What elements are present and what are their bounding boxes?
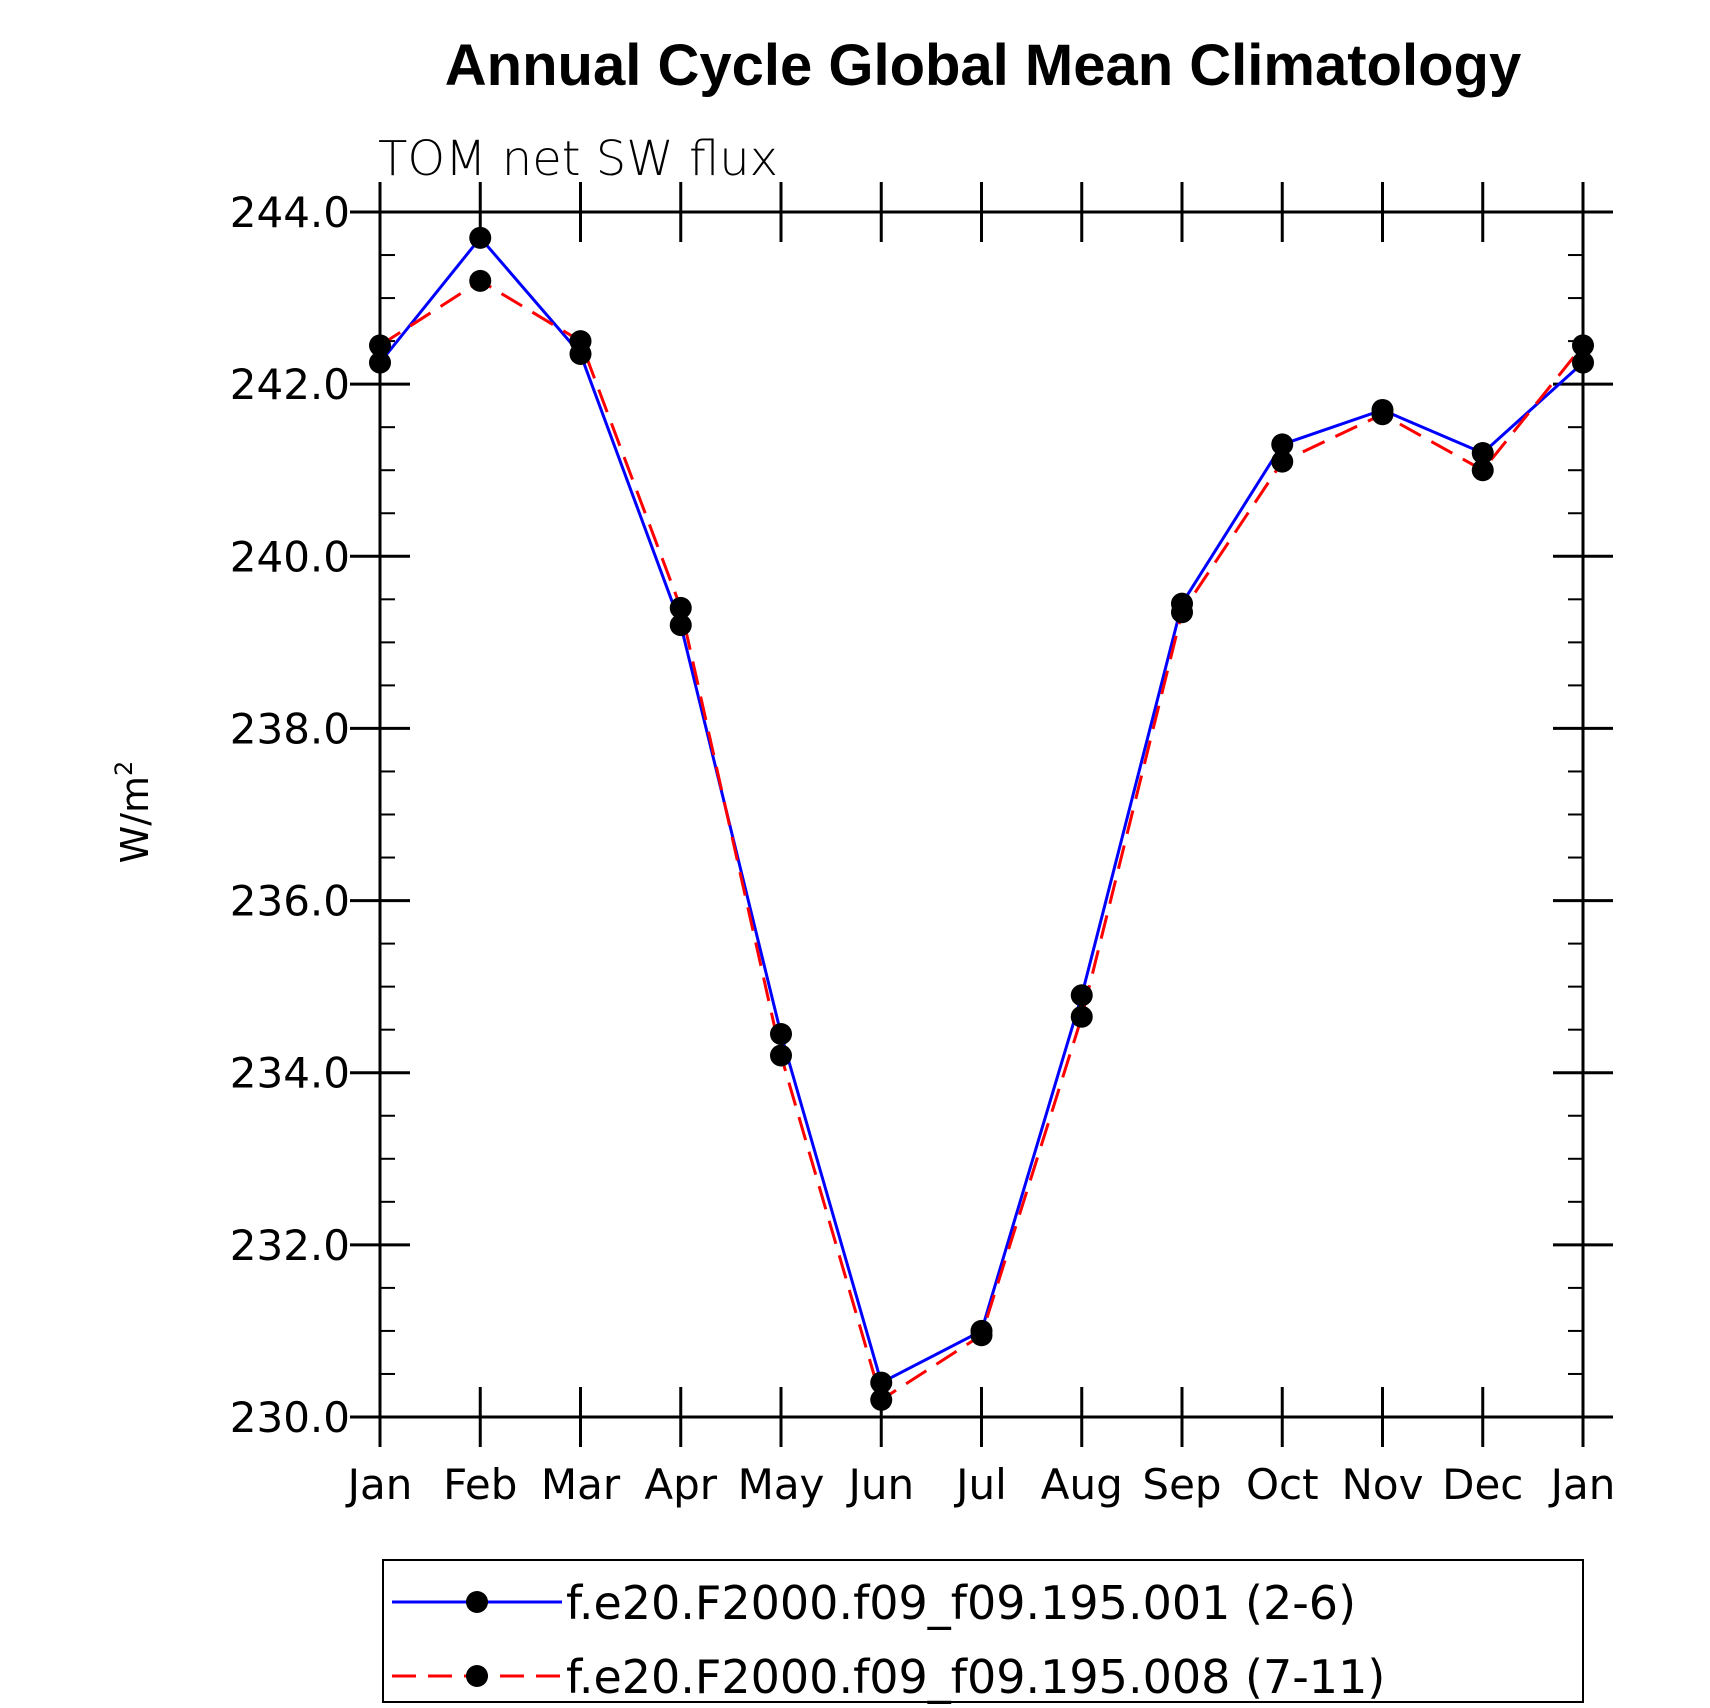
x-tick-label: Apr <box>644 1460 717 1509</box>
data-point-series-1 <box>1572 351 1594 374</box>
x-tick-label: Jan <box>345 1460 413 1509</box>
data-point-series-2 <box>569 330 592 353</box>
x-tick-label: Jun <box>845 1460 914 1509</box>
y-tick-label: 230.0 <box>230 1393 350 1442</box>
data-point-series-2 <box>770 1044 792 1067</box>
data-point-series-1 <box>469 226 492 249</box>
series-line-1 <box>378 235 1585 1385</box>
data-point-series-2 <box>1572 334 1594 357</box>
svg-text:W/m2: W/m2 <box>110 761 157 864</box>
y-tick-label: 232.0 <box>230 1221 350 1270</box>
y-tick-label: 236.0 <box>230 877 350 926</box>
x-tick-label: Jul <box>953 1460 1007 1509</box>
x-tick-label: Jan <box>1548 1460 1616 1509</box>
x-tick-label: Oct <box>1246 1460 1319 1509</box>
legend: f.e20.F2000.f09_f09.195.001 (2-6) f.e20.F… <box>382 1559 1584 1704</box>
legend-box <box>382 1559 1584 1703</box>
chart-subtitle: TOM net SW flux <box>378 131 778 187</box>
data-point-series-2 <box>1171 601 1193 624</box>
plot-frame <box>378 210 1585 1419</box>
data-point-series-1 <box>1271 433 1294 456</box>
data-point-series-2 <box>1271 450 1294 473</box>
data-point-series-1 <box>669 614 692 637</box>
legend-label-2: f.e20.F2000.f09_f09.195.008 (7-11) <box>566 1650 1385 1704</box>
data-point-series-2 <box>870 1388 893 1411</box>
data-point-series-1 <box>770 1022 792 1045</box>
x-tick-label: Mar <box>541 1460 621 1509</box>
x-tick-label: Feb <box>443 1460 517 1509</box>
y-axis-label: W/m2 <box>110 761 157 864</box>
data-point-series-1 <box>369 351 391 374</box>
legend-marker-1 <box>466 1591 488 1613</box>
x-tick-label: Nov <box>1342 1460 1424 1509</box>
data-point-series-2 <box>970 1324 993 1347</box>
data-point-series-2 <box>1371 403 1394 426</box>
x-tick-label: Dec <box>1442 1460 1523 1509</box>
y-tick-label: 234.0 <box>230 1049 350 1098</box>
y-tick-label: 240.0 <box>230 532 350 581</box>
data-point-series-2 <box>669 596 692 619</box>
x-tick-label: Sep <box>1142 1460 1221 1509</box>
data-point-series-2 <box>469 269 492 292</box>
y-tick-label: 238.0 <box>230 704 350 753</box>
data-point-series-1 <box>870 1371 893 1394</box>
plot-border <box>378 210 1585 1419</box>
series-layer <box>369 226 1594 1411</box>
y-tick-label: 244.0 <box>230 188 350 237</box>
data-point-series-1 <box>1471 442 1494 464</box>
x-tick-label: Aug <box>1041 1460 1123 1509</box>
y-axis-label-superscript: 2 <box>110 761 138 776</box>
data-point-series-1 <box>1070 984 1093 1007</box>
series-line-2 <box>379 279 1585 1403</box>
legend-marker-2 <box>466 1665 488 1687</box>
y-axis-label-text: W/m <box>113 776 157 863</box>
ticks-layer: 230.0 232.0 234.0 236.0 238.0 240.0 242.0 244.0… <box>230 182 1616 1509</box>
chart-title: Annual Cycle Global Mean Climatology <box>445 33 1521 98</box>
y-tick-label: 242.0 <box>230 360 350 409</box>
data-point-series-2 <box>1070 1005 1093 1028</box>
data-point-series-2 <box>369 334 391 357</box>
x-tick-label: May <box>738 1460 825 1509</box>
data-point-series-2 <box>1471 459 1494 482</box>
legend-label-1: f.e20.F2000.f09_f09.195.001 (2-6) <box>566 1576 1356 1630</box>
